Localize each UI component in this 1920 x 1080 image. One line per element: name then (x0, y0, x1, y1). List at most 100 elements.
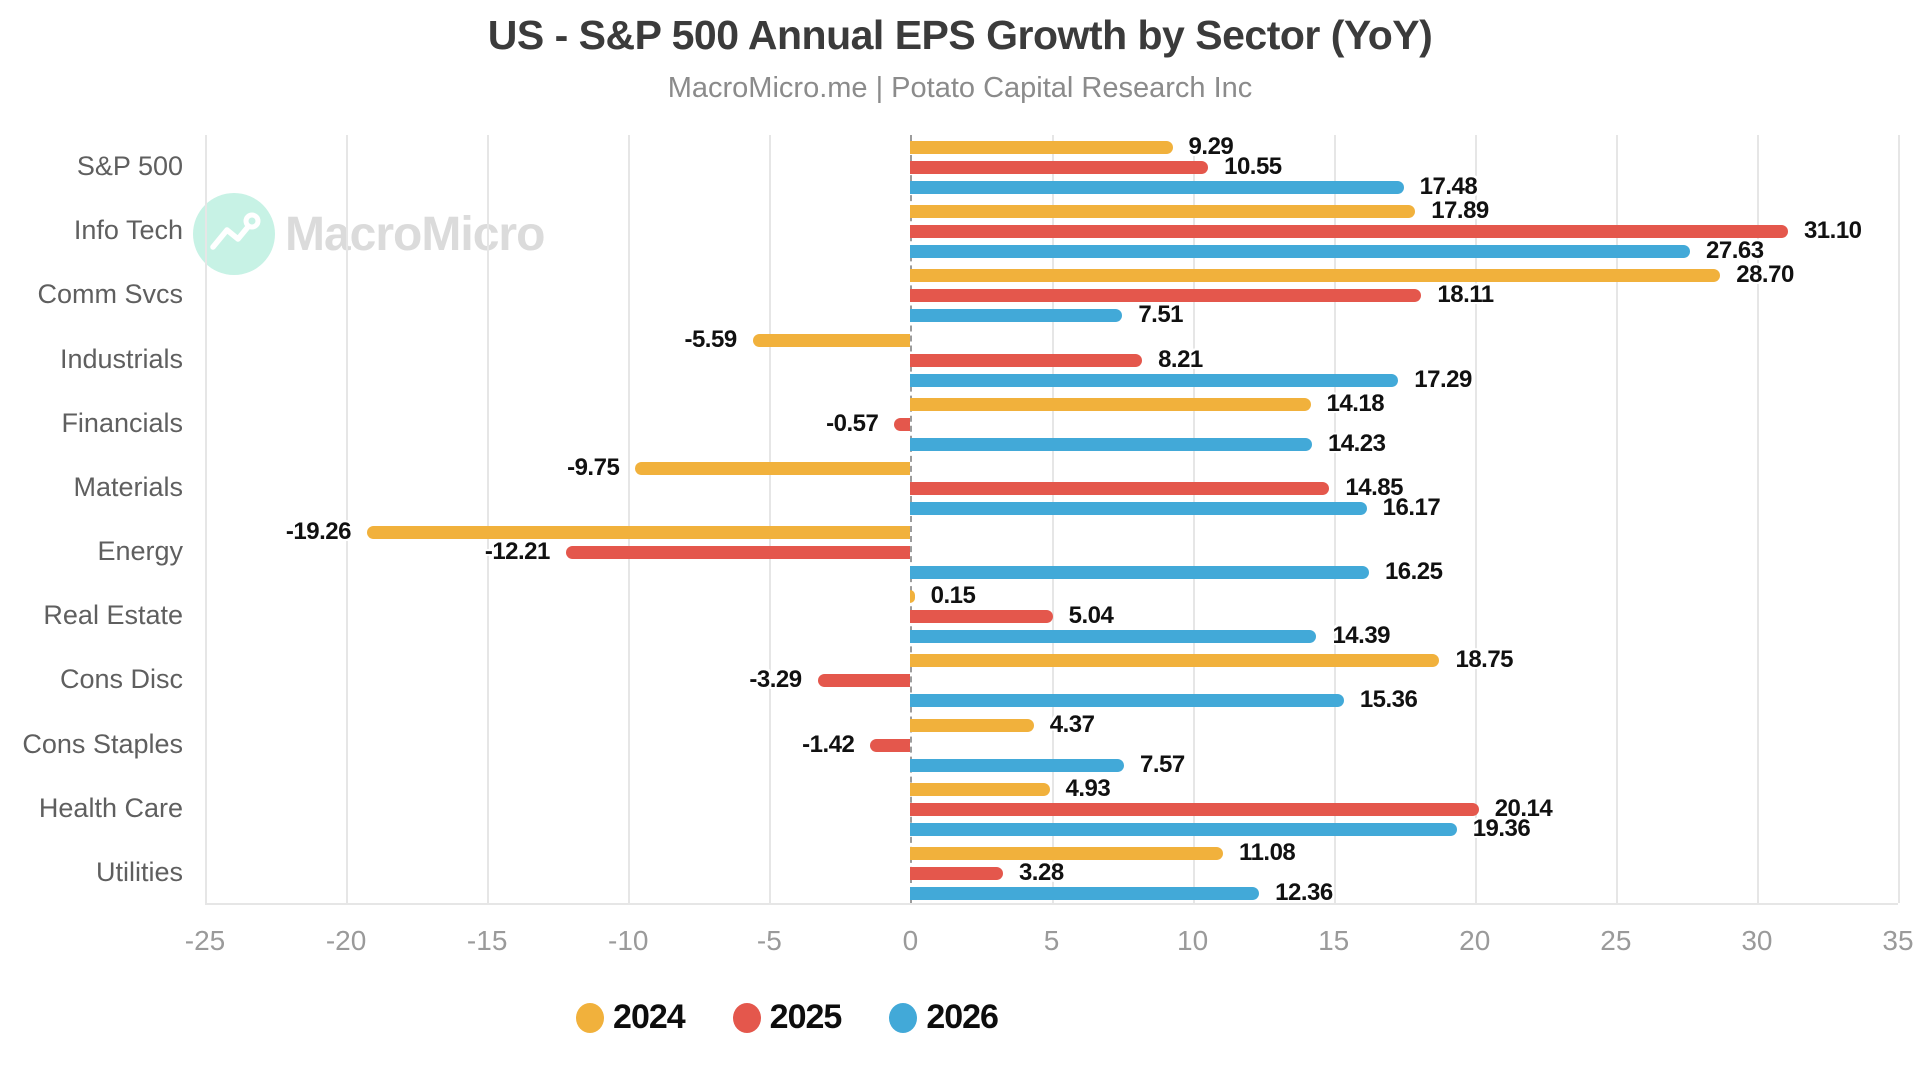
category-label: Industrials (59, 343, 183, 374)
value-label: 14.23 (1327, 429, 1386, 457)
value-label: 17.89 (1431, 197, 1489, 225)
gridline (205, 135, 207, 903)
legend-dot-icon (889, 1002, 918, 1033)
category-label: Utilities (95, 856, 183, 887)
value-label: -1.42 (802, 730, 855, 758)
bar-2024 (910, 654, 1440, 668)
value-label: 9.29 (1188, 133, 1234, 160)
x-tick-label: 25 (1600, 925, 1632, 956)
value-label: 16.25 (1384, 558, 1443, 585)
bar-2025 (910, 802, 1479, 816)
legend-item-2026[interactable]: 2026 (889, 998, 999, 1037)
bar-2024 (910, 141, 1173, 154)
gridline (1898, 135, 1900, 903)
zero-baseline (910, 135, 913, 903)
gridline (1615, 135, 1618, 903)
bar-2026 (910, 886, 1260, 900)
watermark-text: MacroMicro (285, 207, 545, 261)
value-label: 14.18 (1326, 389, 1385, 417)
gridline (628, 135, 631, 903)
bar-2026 (910, 630, 1317, 644)
legend-item-2025[interactable]: 2025 (732, 998, 842, 1037)
value-label: 4.93 (1065, 774, 1111, 802)
legend-item-2024[interactable]: 2024 (576, 998, 686, 1037)
bar-2024 (366, 526, 911, 539)
legend: 2024 2025 2026 (0, 998, 1920, 1037)
category-label: Real Estate (43, 600, 183, 631)
bar-2025 (910, 289, 1422, 303)
gridline (1192, 135, 1195, 903)
bar-2025 (910, 353, 1143, 367)
category-label: Health Care (38, 792, 183, 823)
x-tick-label: 10 (1177, 925, 1209, 956)
gridline (769, 135, 772, 903)
bar-2025 (910, 866, 1003, 880)
value-label: 20.14 (1494, 794, 1553, 822)
value-label: 18.11 (1437, 281, 1494, 309)
category-label: Comm Svcs (37, 279, 183, 310)
value-label: 7.57 (1140, 750, 1185, 778)
value-label: -5.59 (684, 325, 737, 353)
value-label: 14.85 (1345, 473, 1403, 501)
value-label: 10.55 (1224, 153, 1282, 180)
x-tick-label: -25 (184, 925, 226, 956)
watermark: MacroMicro (193, 193, 545, 275)
legend-dot-icon (732, 1002, 761, 1033)
value-label: 4.37 (1049, 710, 1095, 738)
value-label: 31.10 (1803, 217, 1862, 245)
bar-2026 (910, 245, 1691, 259)
value-label: 28.70 (1736, 261, 1794, 289)
bar-2026 (910, 309, 1123, 323)
x-tick-label: 20 (1459, 925, 1491, 956)
x-tick-label: 30 (1741, 925, 1773, 956)
bar-2026 (910, 694, 1344, 708)
value-label: 12.36 (1275, 878, 1333, 906)
value-label: -9.75 (567, 453, 620, 481)
bar-2024 (910, 718, 1034, 732)
value-label: 19.36 (1472, 814, 1531, 842)
bar-2025 (910, 481, 1330, 495)
value-label: 14.39 (1332, 622, 1391, 650)
category-label: Cons Disc (59, 664, 183, 695)
x-tick-label: -5 (756, 925, 782, 956)
value-label: 0.15 (930, 582, 976, 610)
bar-2024 (910, 782, 1050, 796)
bar-2024 (635, 461, 911, 475)
gridline (1333, 135, 1336, 903)
bar-2024 (910, 205, 1416, 219)
plot-area: MacroMicro 9.29 10.55 17.48 17.89 31.10 27.63… (193, 133, 1900, 906)
gridline (1474, 135, 1477, 903)
bar-2025 (910, 225, 1788, 239)
legend-items: 2024 2025 2026 (576, 998, 999, 1037)
bar-2026 (910, 822, 1457, 836)
bar-2024 (752, 333, 911, 347)
value-label: 15.36 (1359, 686, 1418, 714)
legend-label: 2026 (926, 998, 999, 1036)
bar-2026 (910, 758, 1124, 772)
x-tick-label: 5 (1043, 925, 1060, 956)
chart-line-glyph (210, 212, 261, 250)
bar-2025 (910, 610, 1053, 624)
value-label: -19.26 (285, 518, 352, 545)
x-tick-label: -15 (466, 925, 508, 956)
x-tick-label: 0 (902, 925, 919, 956)
category-label: Financials (61, 407, 183, 438)
gridline (1051, 135, 1054, 903)
bar-2026 (910, 566, 1369, 579)
category-label: Info Tech (73, 215, 183, 246)
bar-2025 (910, 161, 1209, 174)
value-label: 17.29 (1414, 365, 1472, 393)
bar-2025 (817, 674, 911, 688)
value-label: -3.29 (749, 666, 802, 694)
chart-subtitle: MacroMicro.me | Potato Capital Research … (667, 72, 1253, 104)
legend-label: 2024 (613, 998, 686, 1036)
value-label: 3.28 (1018, 858, 1064, 886)
category-label: S&P 500 (76, 151, 183, 182)
value-label: 17.48 (1419, 173, 1478, 200)
bar-2025 (870, 738, 911, 752)
bar-2026 (910, 501, 1367, 515)
bar-2025 (565, 546, 911, 559)
bar-2024 (910, 846, 1224, 860)
gridline (487, 135, 490, 903)
